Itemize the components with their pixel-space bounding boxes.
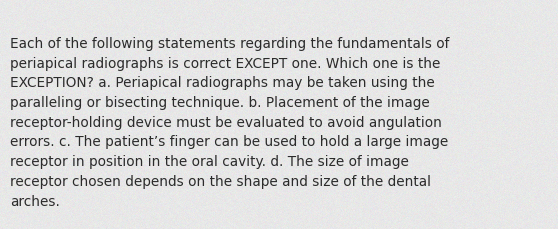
Text: Each of the following statements regarding the fundamentals of
periapical radiog: Each of the following statements regardi… <box>10 37 449 208</box>
